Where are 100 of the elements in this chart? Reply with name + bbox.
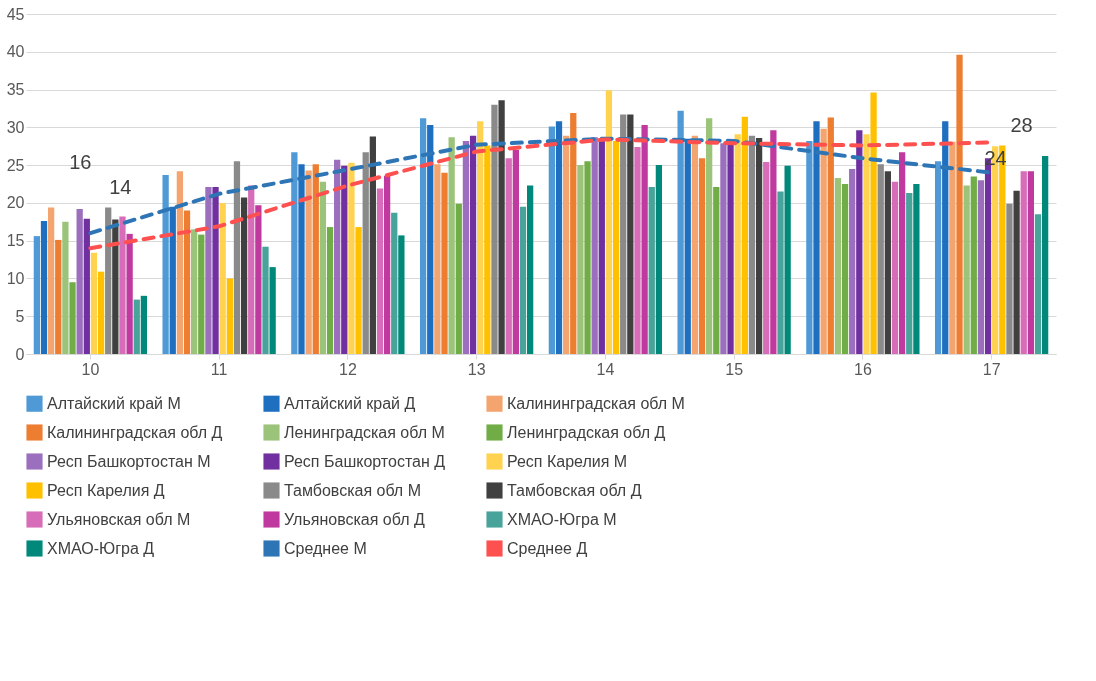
bar — [884, 171, 891, 354]
bar — [691, 135, 699, 354]
y-tick-label: 35 — [6, 81, 25, 99]
bar — [76, 208, 83, 354]
bar — [956, 54, 963, 354]
bar — [255, 205, 262, 354]
bar — [469, 135, 477, 354]
legend-label: Ленинградская обл Д — [507, 423, 666, 441]
bar — [90, 252, 98, 354]
bar — [97, 271, 105, 354]
bar — [133, 299, 140, 354]
bar — [312, 164, 319, 354]
bar — [949, 141, 956, 354]
bar — [677, 110, 684, 354]
legend-label: Алтайский край Д — [284, 394, 416, 412]
bar — [1034, 214, 1042, 354]
legend-label: Тамбовская обл Д — [507, 481, 642, 499]
bar — [591, 137, 598, 354]
bar — [176, 171, 184, 354]
bar — [162, 174, 169, 354]
bar — [119, 216, 126, 354]
bar — [698, 158, 706, 354]
bar — [627, 114, 634, 354]
bar — [849, 168, 856, 354]
bar — [105, 207, 112, 354]
bar — [784, 165, 791, 354]
y-tick-label: 30 — [6, 118, 25, 136]
legend-label: Респ Башкортостан М — [47, 452, 211, 470]
bar — [963, 185, 970, 354]
legend-label: Среднее Д — [507, 539, 588, 557]
bar — [834, 177, 842, 354]
bar — [813, 121, 820, 354]
bar — [612, 140, 620, 354]
bar — [527, 185, 534, 354]
bar — [462, 140, 470, 354]
bar — [856, 130, 863, 354]
bar — [212, 187, 219, 354]
bar — [777, 191, 784, 354]
bar — [140, 295, 148, 354]
bar — [863, 134, 870, 354]
bar — [226, 278, 233, 354]
bar — [383, 175, 391, 354]
legend-label: Респ Карелия М — [507, 452, 628, 470]
x-tick-label: 13 — [467, 360, 486, 378]
bar — [398, 235, 405, 354]
legend-label: Ленинградская обл М — [284, 423, 445, 441]
legend-label: Калининградская обл М — [507, 394, 685, 412]
bar — [820, 128, 827, 354]
bar — [219, 202, 226, 354]
y-tick-label: 20 — [6, 194, 25, 212]
x-tick-label: 17 — [982, 360, 1001, 378]
legend-label: ХМАО-Югра М — [507, 510, 617, 528]
bar — [1006, 203, 1013, 354]
bar — [584, 161, 591, 354]
bar — [934, 161, 942, 354]
y-tick-label: 25 — [6, 156, 25, 174]
y-tick-label: 15 — [6, 232, 25, 250]
bar — [648, 187, 655, 354]
bar — [291, 152, 298, 354]
y-tick-label: 40 — [6, 43, 25, 61]
bar — [183, 210, 191, 354]
bar — [205, 187, 212, 354]
bar — [1027, 171, 1035, 354]
bar — [970, 176, 977, 354]
bar — [806, 140, 813, 354]
bar — [326, 227, 334, 354]
bar — [512, 150, 520, 354]
bar — [942, 121, 949, 354]
bar — [47, 207, 55, 354]
bar — [448, 137, 455, 354]
bar — [734, 134, 741, 354]
legend-label: Респ Карелия Д — [47, 481, 165, 499]
bar — [362, 152, 369, 354]
bar — [434, 164, 441, 354]
bar — [262, 246, 269, 354]
bar — [198, 234, 205, 354]
bar — [427, 125, 434, 354]
bar — [1013, 190, 1020, 354]
bar — [298, 164, 305, 354]
x-tick-label: 15 — [725, 360, 744, 378]
bar — [355, 227, 362, 354]
bar — [741, 116, 748, 354]
bar — [69, 282, 76, 354]
bar — [477, 121, 484, 354]
x-tick-label: 10 — [81, 360, 100, 378]
bar — [713, 187, 720, 354]
bar — [240, 197, 248, 354]
bar — [348, 162, 355, 354]
data-label: 16 — [69, 151, 92, 174]
bar — [906, 193, 913, 354]
bar — [305, 170, 312, 354]
bar — [1020, 171, 1027, 354]
bar — [827, 117, 834, 354]
bar — [1042, 156, 1049, 354]
bar — [484, 145, 491, 354]
bar — [684, 138, 691, 354]
bar — [727, 144, 734, 354]
legend-label: Алтайский край М — [47, 394, 181, 412]
bar — [748, 135, 756, 354]
bar — [505, 158, 512, 354]
